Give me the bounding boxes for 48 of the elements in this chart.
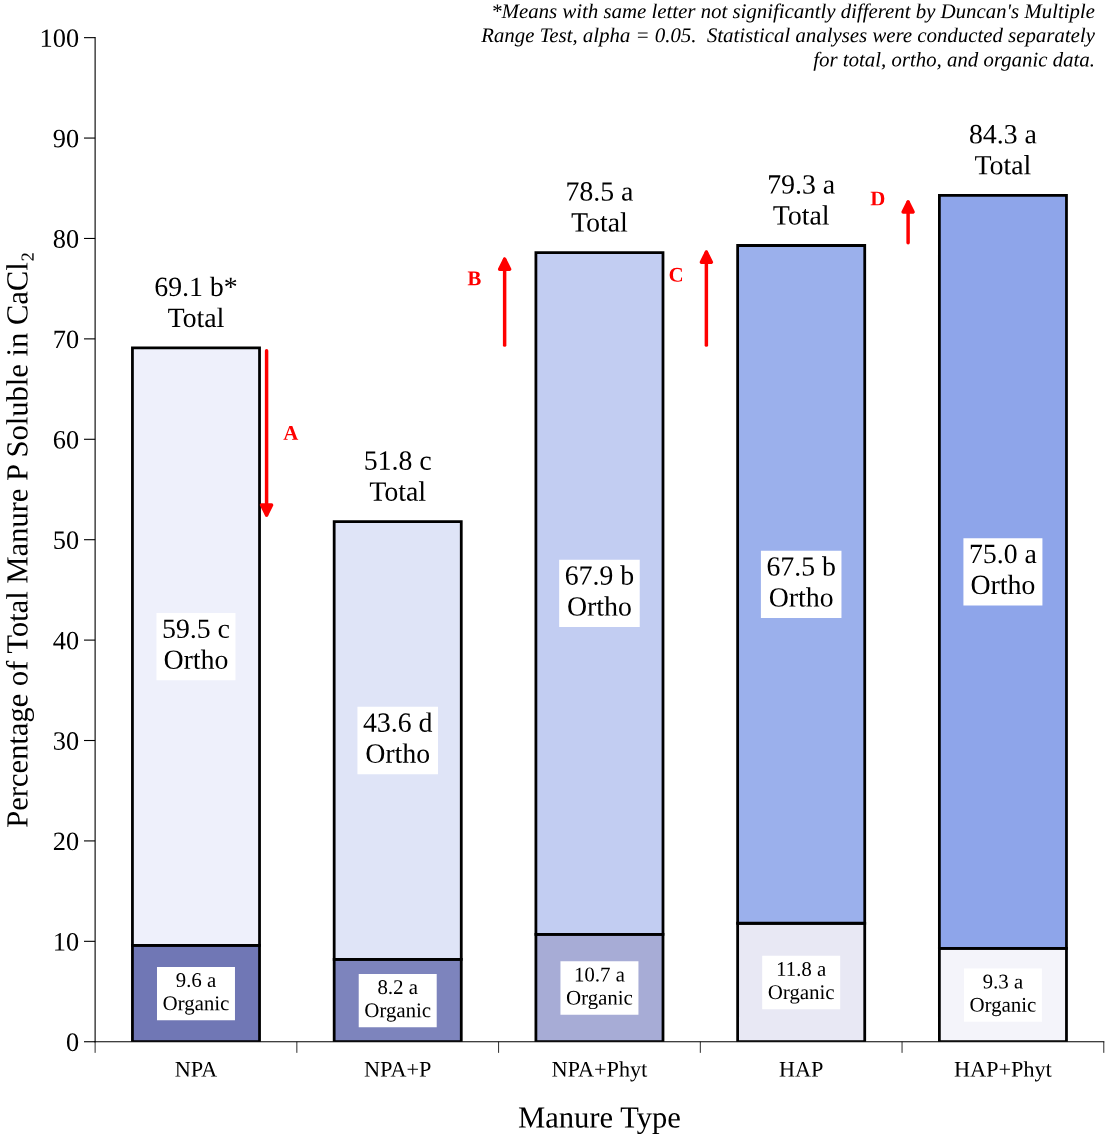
data-label: 10.7 a (575, 967, 625, 982)
y-tick-label: 100 (41, 29, 79, 48)
y-tick-label: 20 (53, 832, 79, 851)
data-label: 8.2 a (378, 980, 418, 995)
y-tick-label: 40 (53, 631, 79, 650)
y-tick-label: 50 (54, 531, 79, 550)
total-label: 84.3 a Total (970, 124, 1037, 175)
data-label: 67.9 b (565, 565, 634, 585)
y-tick-label: 60 (53, 430, 79, 449)
text: Ortho (971, 574, 1035, 595)
y-tick-label: 90 (53, 129, 79, 148)
x-tick-label: NPA+Phyt (552, 1061, 648, 1082)
x-tick-label: HAP+Phyt (954, 1061, 1052, 1082)
y-tick-label: 70 (54, 330, 79, 349)
total-label: 69.1 b* Total (155, 276, 237, 328)
data-label: 59.5 c (163, 619, 230, 639)
text: Organic (970, 997, 1036, 1017)
y-tick-label: 80 (53, 230, 79, 248)
total-label: 78.5 a Total (567, 182, 634, 232)
y-tick-label: 0 (66, 1033, 79, 1052)
y-tick-label: 10 (55, 932, 79, 951)
annotation: A (283, 426, 299, 440)
data-label: 75.0 a (970, 544, 1037, 564)
annotation: C (669, 267, 683, 282)
data-label: 9.3 a (983, 974, 1023, 989)
x-tick-label: NPA+P (364, 1061, 431, 1077)
annotation: D (870, 191, 885, 206)
text: Organic (566, 990, 633, 1010)
data-label: 67.5 b (767, 556, 835, 576)
text: Organic (768, 985, 834, 1004)
text: Ortho (568, 596, 631, 616)
total-label: 51.8 c Total (365, 451, 431, 501)
y-tick-label: 30 (54, 732, 79, 750)
data-label: 11.8 a (777, 962, 826, 977)
x-axis-title: Manure Type (518, 1107, 680, 1135)
text: Organic (163, 996, 229, 1015)
annotation: *Means with same letter not significantly different by Duncan's Multiple Range Test, alpha = 0.05. Statistical analyses were conducted separately for total, ortho, and organic data. (481, 3, 1095, 71)
series-label: Organic (365, 1003, 431, 1022)
data-label: 43.6 d (363, 712, 433, 733)
total-label: 79.3 a Total (769, 175, 835, 225)
text: Ortho (769, 587, 833, 607)
x-tick-label: HAP (779, 1061, 823, 1077)
y-axis-title: Percentage of Total Manure P Soluble in CaCl₂ (5, 253, 34, 827)
data-label: 9.6 a (176, 973, 216, 988)
annotation: B (467, 271, 481, 286)
series-label: Ortho (164, 649, 228, 670)
text: Ortho (366, 743, 430, 763)
x-tick-label: NPA (175, 1061, 218, 1077)
